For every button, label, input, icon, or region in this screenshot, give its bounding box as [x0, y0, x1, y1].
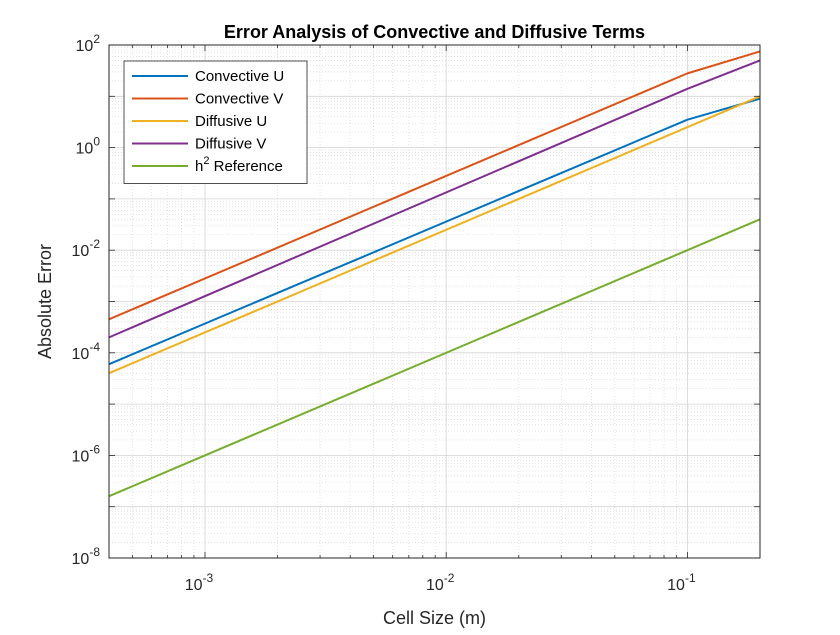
- series-line-4: [108, 59, 761, 339]
- y-axis-label: Absolute Error: [35, 244, 55, 359]
- ticks-layer: [108, 44, 761, 559]
- legend-box: [123, 60, 308, 184]
- chart-title: Error Analysis of Convective and Diffusi…: [224, 22, 645, 42]
- y-tick-labels: 10-8 10-6 10-4 10-2 100 102: [72, 32, 101, 568]
- legend: Convective U Convective V Diffusive U Diffu…: [123, 60, 308, 184]
- y-tick-label: 10-2: [72, 237, 101, 260]
- legend-entry-3: Diffusive U: [195, 113, 267, 130]
- y-tick-label: 102: [76, 32, 101, 55]
- y-tick-label: 10-8: [72, 545, 101, 568]
- series-line-3: [108, 95, 761, 375]
- y-tick-label: 10-4: [72, 340, 101, 363]
- x-tick-label: 10-2: [426, 571, 455, 594]
- x-tick-label: 10-3: [185, 571, 214, 594]
- x-tick-label: 10-1: [667, 571, 696, 594]
- series-line-5: [108, 218, 761, 498]
- x-axis-label: Cell Size (m): [383, 608, 486, 628]
- y-tick-label: 100: [76, 135, 101, 158]
- series-line-2: [108, 50, 761, 321]
- series-layer: [108, 50, 761, 498]
- x-tick-labels: 10-3 10-2 10-1: [185, 571, 696, 594]
- legend-entry-2: Convective V: [195, 91, 283, 108]
- legend-entry-1: Convective U: [195, 68, 284, 85]
- legend-entry-4: Diffusive V: [195, 136, 266, 153]
- y-tick-label: 10-6: [72, 442, 101, 465]
- legend-entry-5: h2 Reference: [195, 155, 283, 175]
